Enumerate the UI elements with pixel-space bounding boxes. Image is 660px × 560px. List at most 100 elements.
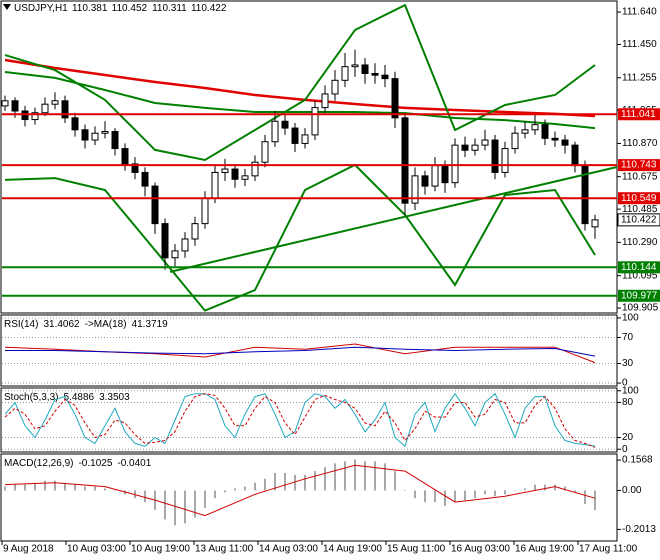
title-value: 3.3503 bbox=[99, 392, 130, 403]
histogram-bar bbox=[354, 459, 356, 491]
candle-body bbox=[61, 100, 69, 119]
histogram-bar bbox=[234, 488, 236, 491]
price-label: 110.422 bbox=[621, 215, 657, 226]
y-tick-label: 80 bbox=[622, 397, 634, 408]
histogram-bar bbox=[344, 461, 346, 491]
histogram-bar bbox=[264, 478, 266, 491]
panel-frame bbox=[0, 387, 618, 453]
candle-body bbox=[71, 117, 79, 131]
candle-body bbox=[521, 129, 529, 134]
histogram-bar bbox=[464, 490, 466, 501]
candle-body bbox=[351, 64, 359, 68]
histogram-bar bbox=[114, 490, 116, 491]
x-tick-label: 15 Aug 11:00 bbox=[387, 544, 446, 555]
candle-body bbox=[131, 163, 139, 173]
histogram-bar bbox=[24, 484, 26, 491]
candle-body bbox=[221, 168, 229, 173]
candle-body bbox=[181, 238, 189, 252]
moving-average bbox=[4, 71, 596, 130]
candle-body bbox=[201, 197, 209, 225]
level-label: 111.041 bbox=[621, 109, 656, 120]
moving-average bbox=[4, 163, 596, 312]
y-tick-label: 110.290 bbox=[622, 237, 658, 248]
y-tick-label: 110.485 bbox=[622, 204, 658, 215]
histogram-bar bbox=[34, 482, 36, 491]
histogram-bar bbox=[164, 490, 166, 520]
histogram-bar bbox=[54, 480, 56, 491]
candle-body bbox=[341, 66, 349, 81]
histogram-bar bbox=[314, 471, 316, 491]
histogram-bar bbox=[334, 463, 336, 491]
title-text: MACD(12,26,9) bbox=[4, 458, 73, 469]
candle-body bbox=[531, 124, 539, 131]
candle-body bbox=[271, 120, 279, 143]
candle-body bbox=[361, 64, 369, 74]
histogram-bar bbox=[584, 490, 586, 504]
y-tick-label: 100 bbox=[622, 385, 639, 396]
histogram-bar bbox=[564, 486, 566, 491]
level-label-box bbox=[618, 261, 660, 274]
histogram-bar bbox=[74, 484, 76, 491]
panel-frame bbox=[0, 0, 618, 314]
histogram-bar bbox=[544, 484, 546, 491]
histogram-bar bbox=[254, 482, 256, 491]
y-tick-label: 110.675 bbox=[622, 171, 658, 182]
histogram-bar bbox=[84, 486, 86, 491]
candle-body bbox=[541, 124, 549, 139]
title-value: ->MA(18) bbox=[85, 319, 127, 330]
candle-body bbox=[381, 74, 389, 80]
histogram-bar bbox=[434, 490, 436, 503]
indicator-line bbox=[4, 392, 596, 448]
candle-body bbox=[211, 171, 219, 199]
candle-body bbox=[121, 148, 129, 165]
panel-frame bbox=[0, 314, 618, 387]
title-text: Stoch(5,3,3) bbox=[4, 392, 58, 403]
title-value: 110.381 bbox=[72, 3, 108, 14]
x-tick-label: 16 Aug 03:00 bbox=[451, 544, 510, 555]
candle-body bbox=[481, 139, 489, 146]
level-label: 109.977 bbox=[621, 290, 658, 301]
histogram-bar bbox=[184, 490, 186, 524]
histogram-bar bbox=[574, 490, 576, 493]
candle-body bbox=[431, 165, 439, 187]
candle-body bbox=[471, 144, 479, 151]
title-value: -0.1025 bbox=[78, 458, 112, 469]
y-tick-label: 110.095 bbox=[622, 270, 658, 281]
histogram-bar bbox=[374, 461, 376, 491]
x-tick-label: 13 Aug 11:00 bbox=[195, 544, 254, 555]
y-tick-label: 70 bbox=[622, 332, 634, 343]
candle-body bbox=[441, 165, 449, 184]
panel-frame bbox=[0, 453, 618, 542]
histogram-bar bbox=[204, 490, 206, 508]
x-tick-label: 10 Aug 19:00 bbox=[131, 544, 190, 555]
trendline bbox=[169, 166, 618, 273]
symbol-icon bbox=[3, 4, 11, 10]
candle-body bbox=[421, 175, 429, 187]
candle-body bbox=[31, 112, 39, 121]
y-tick-label: 20 bbox=[622, 432, 634, 443]
histogram-bar bbox=[294, 474, 296, 491]
indicator-line bbox=[5, 346, 596, 357]
y-tick-label: 100 bbox=[622, 313, 639, 324]
histogram-bar bbox=[284, 473, 286, 491]
candle-body bbox=[561, 139, 569, 146]
candle-body bbox=[311, 107, 319, 136]
candle-body bbox=[251, 161, 259, 177]
candle-body bbox=[41, 103, 49, 114]
candle-body bbox=[161, 223, 169, 259]
candle-body bbox=[81, 129, 89, 141]
histogram-bar bbox=[524, 488, 526, 491]
histogram-bar bbox=[4, 486, 6, 491]
indicator-line bbox=[4, 393, 596, 448]
candle-body bbox=[551, 137, 559, 141]
histogram-bar bbox=[534, 484, 536, 491]
candle-body bbox=[91, 132, 99, 141]
y-tick-label: 0 bbox=[622, 378, 628, 389]
candle-body bbox=[1, 100, 9, 107]
candle-body bbox=[301, 134, 309, 144]
histogram-bar bbox=[404, 490, 406, 491]
candle-body bbox=[11, 100, 19, 112]
candle-body bbox=[591, 219, 599, 228]
